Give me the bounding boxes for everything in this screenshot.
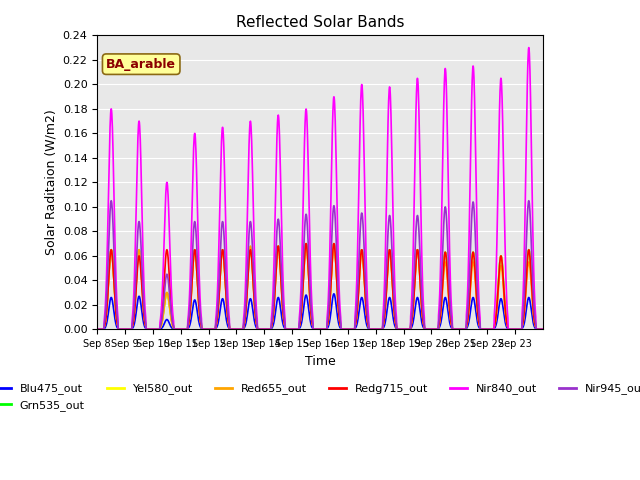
Line: Grn535_out: Grn535_out: [97, 244, 543, 329]
Grn535_out: [424, 326, 432, 332]
Yel580_out: [93, 326, 101, 332]
Red655_out: [299, 283, 307, 288]
Nir840_out: [308, 292, 316, 298]
Red655_out: [424, 326, 432, 332]
Yel580_out: [539, 326, 547, 332]
Grn535_out: [308, 313, 316, 319]
Nir945_out: [93, 326, 101, 332]
Yel580_out: [533, 326, 541, 332]
Nir840_out: [533, 326, 541, 332]
Redg715_out: [299, 283, 307, 288]
Grn535_out: [93, 326, 101, 332]
Blu475_out: [299, 310, 307, 316]
Grn535_out: [490, 326, 497, 332]
Title: Reflected Solar Bands: Reflected Solar Bands: [236, 15, 404, 30]
Blu475_out: [308, 323, 316, 329]
Nir840_out: [299, 206, 307, 212]
Text: BA_arable: BA_arable: [106, 58, 176, 71]
Nir840_out: [93, 326, 101, 332]
Red655_out: [93, 326, 101, 332]
Redg715_out: [93, 326, 101, 332]
Yel580_out: [299, 283, 307, 288]
Grn535_out: [539, 326, 547, 332]
Line: Nir840_out: Nir840_out: [97, 48, 543, 329]
Nir840_out: [539, 326, 547, 332]
Red655_out: [308, 315, 316, 321]
Redg715_out: [308, 315, 316, 321]
Yel580_out: [308, 315, 316, 321]
Yel580_out: [330, 241, 338, 247]
Red655_out: [533, 326, 541, 332]
Nir840_out: [163, 180, 171, 185]
Redg715_out: [490, 326, 497, 332]
Grn535_out: [163, 290, 171, 296]
Line: Blu475_out: Blu475_out: [97, 294, 543, 329]
Nir945_out: [490, 326, 497, 332]
Yel580_out: [490, 326, 497, 332]
X-axis label: Time: Time: [305, 355, 335, 368]
Grn535_out: [533, 326, 541, 332]
Nir840_out: [424, 326, 432, 332]
Legend: Blu475_out, Grn535_out, Yel580_out, Red655_out, Redg715_out, Nir840_out, Nir945_: Blu475_out, Grn535_out, Yel580_out, Red6…: [0, 379, 640, 415]
Nir840_out: [490, 326, 497, 332]
Nir945_out: [424, 326, 432, 332]
Redg715_out: [424, 326, 432, 332]
Redg715_out: [533, 326, 541, 332]
Nir945_out: [163, 272, 171, 277]
Grn535_out: [299, 279, 307, 285]
Grn535_out: [330, 241, 338, 247]
Red655_out: [163, 290, 171, 296]
Blu475_out: [93, 326, 101, 332]
Blu475_out: [424, 326, 432, 332]
Nir945_out: [533, 326, 541, 332]
Line: Redg715_out: Redg715_out: [97, 244, 543, 329]
Nir840_out: [525, 45, 532, 50]
Line: Red655_out: Red655_out: [97, 244, 543, 329]
Blu475_out: [330, 291, 338, 297]
Line: Nir945_out: Nir945_out: [97, 201, 543, 329]
Red655_out: [490, 326, 497, 332]
Blu475_out: [533, 326, 541, 332]
Nir945_out: [108, 198, 115, 204]
Red655_out: [330, 241, 338, 247]
Blu475_out: [163, 317, 171, 323]
Nir945_out: [539, 326, 547, 332]
Line: Yel580_out: Yel580_out: [97, 244, 543, 329]
Yel580_out: [163, 290, 171, 296]
Redg715_out: [330, 241, 338, 247]
Redg715_out: [539, 326, 547, 332]
Blu475_out: [490, 326, 497, 332]
Nir945_out: [308, 312, 316, 318]
Nir945_out: [300, 256, 307, 262]
Y-axis label: Solar Raditaion (W/m2): Solar Raditaion (W/m2): [44, 109, 57, 255]
Blu475_out: [539, 326, 547, 332]
Redg715_out: [163, 247, 171, 252]
Yel580_out: [424, 326, 432, 332]
Red655_out: [539, 326, 547, 332]
